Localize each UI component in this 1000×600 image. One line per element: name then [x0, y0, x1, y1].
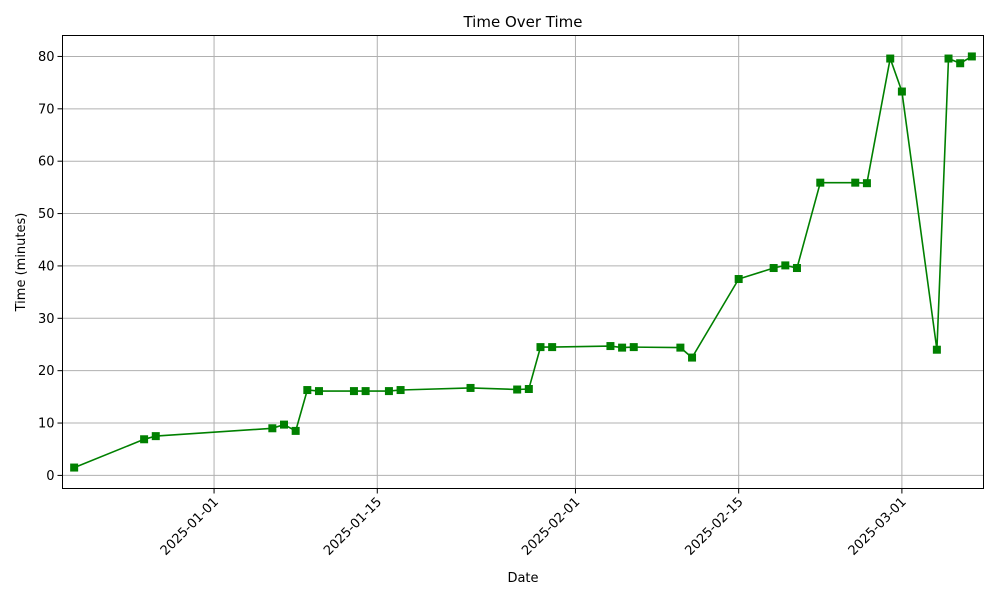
x-tick-label: 2025-02-15 [682, 495, 746, 559]
y-axis-label: Time (minutes) [14, 213, 29, 313]
data-point [897, 87, 906, 96]
data-point [466, 383, 475, 392]
data-point [513, 385, 522, 394]
data-point [618, 343, 627, 352]
data-point [151, 432, 160, 441]
data-point [303, 386, 312, 395]
series-layer [70, 52, 976, 472]
x-axis-label: Date [507, 571, 538, 586]
y-tick-label: 0 [46, 469, 54, 484]
data-point [384, 387, 393, 396]
x-tick-label: 2025-01-15 [321, 495, 385, 559]
data-point [291, 426, 300, 435]
data-point [944, 54, 953, 63]
y-tick-label: 50 [38, 207, 55, 222]
data-point [606, 342, 615, 351]
data-point [886, 54, 895, 63]
data-point [851, 178, 860, 187]
y-tick-label: 70 [38, 102, 55, 117]
data-point [629, 343, 638, 352]
data-point [314, 387, 323, 396]
y-tick-label: 40 [38, 259, 55, 274]
x-axis: 2025-01-01 2025-01-15 2025-02-01 2025-02-15… [158, 488, 910, 559]
x-tick-label: 2025-03-01 [846, 495, 910, 559]
data-point [769, 264, 778, 273]
data-point [524, 384, 533, 393]
y-tick-label: 80 [38, 50, 55, 65]
data-point [548, 343, 557, 352]
series-line [73, 55, 973, 469]
data-point [361, 387, 370, 396]
y-tick-label: 10 [38, 417, 55, 432]
data-point [781, 261, 790, 270]
y-tick-label: 30 [38, 312, 55, 327]
plot-frame [62, 35, 984, 489]
data-point [280, 420, 289, 429]
data-point [734, 275, 743, 284]
data-point [396, 386, 405, 395]
gridlines [62, 35, 984, 489]
data-point [956, 59, 965, 68]
data-point [967, 52, 976, 61]
data-point [536, 343, 545, 352]
data-point [70, 463, 79, 472]
data-point [816, 178, 825, 187]
data-point [862, 179, 871, 188]
y-tick-label: 20 [38, 364, 55, 379]
data-point [349, 387, 358, 396]
data-point [140, 435, 149, 444]
data-point [676, 343, 685, 352]
data-point [932, 345, 941, 354]
data-point [268, 424, 277, 433]
x-tick-label: 2025-01-01 [158, 495, 222, 559]
y-tick-label: 60 [38, 155, 55, 170]
x-tick-label: 2025-02-01 [519, 495, 583, 559]
data-point [792, 264, 801, 273]
chart-title: Time Over Time [462, 13, 582, 31]
data-point [688, 353, 697, 362]
y-axis: 0 10 20 30 40 50 60 70 80 [38, 50, 63, 484]
